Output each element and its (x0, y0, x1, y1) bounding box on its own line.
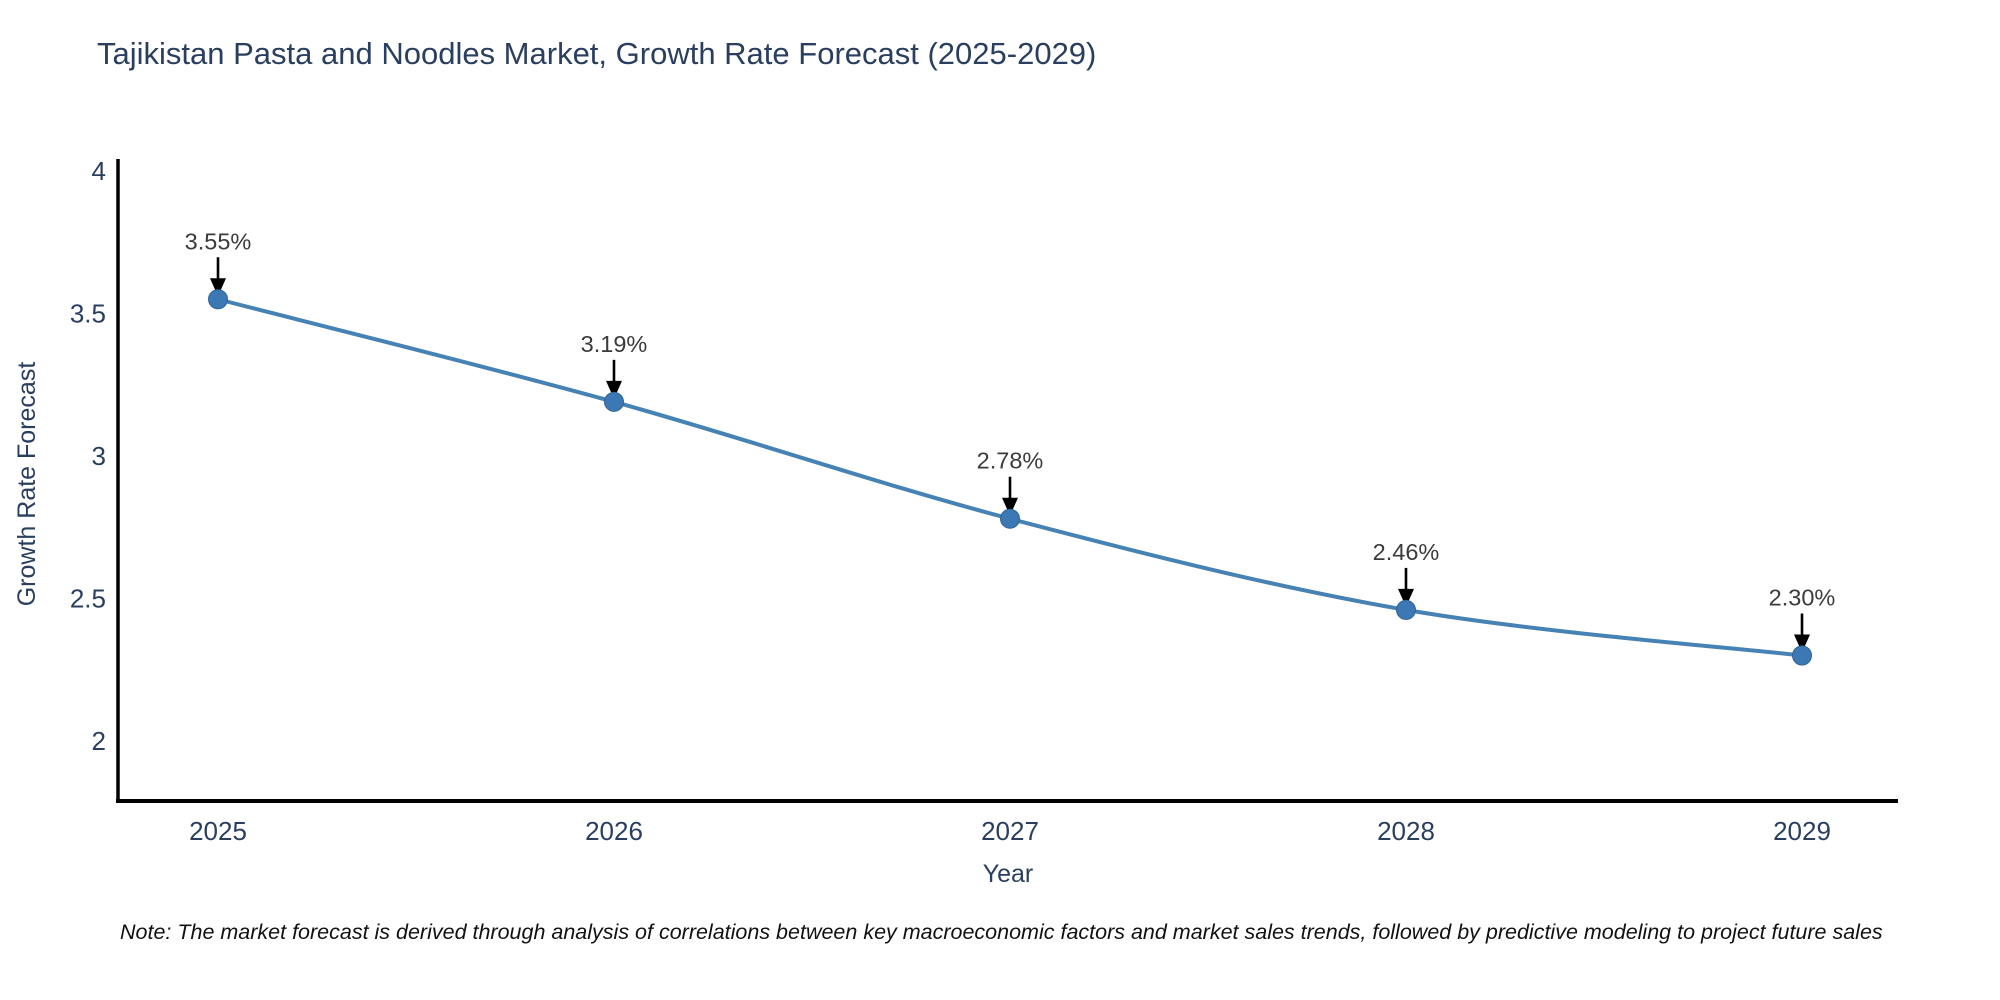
point-annotation: 2.46% (1373, 539, 1440, 565)
data-point-marker[interactable] (604, 391, 624, 412)
data-point-marker[interactable] (1396, 599, 1416, 620)
chart-title: Tajikistan Pasta and Noodles Market, Gro… (97, 36, 1097, 71)
y-tick-label: 2 (92, 726, 106, 756)
x-tick-label: 2027 (981, 816, 1039, 846)
annotation-arrowhead-icon (606, 380, 622, 399)
point-annotation: 2.78% (977, 448, 1044, 474)
y-tick-label: 2.5 (70, 584, 106, 614)
y-tick-label: 4 (92, 156, 106, 186)
point-annotation: 3.55% (185, 228, 252, 254)
data-point-marker[interactable] (1792, 645, 1812, 666)
data-point-marker[interactable] (208, 289, 228, 310)
x-axis-title: Year (982, 860, 1034, 888)
point-annotation: 2.30% (1769, 585, 1836, 611)
annotation-arrowhead-icon (1002, 497, 1018, 516)
point-annotation: 3.19% (581, 331, 648, 357)
annotation-arrowhead-icon (1398, 588, 1414, 607)
y-tick-label: 3.5 (70, 299, 106, 329)
x-tick-label: 2025 (189, 816, 247, 846)
data-point-marker[interactable] (1000, 508, 1020, 529)
footnote: Note: The market forecast is derived thr… (120, 920, 1883, 944)
y-axis-title: Growth Rate Forecast (13, 361, 41, 607)
x-tick-label: 2028 (1377, 816, 1435, 846)
y-tick-label: 3 (92, 441, 106, 471)
annotation-arrowhead-icon (210, 278, 226, 297)
x-tick-label: 2029 (1773, 816, 1831, 846)
x-tick-label: 2026 (585, 816, 643, 846)
annotation-arrowhead-icon (1794, 634, 1810, 653)
